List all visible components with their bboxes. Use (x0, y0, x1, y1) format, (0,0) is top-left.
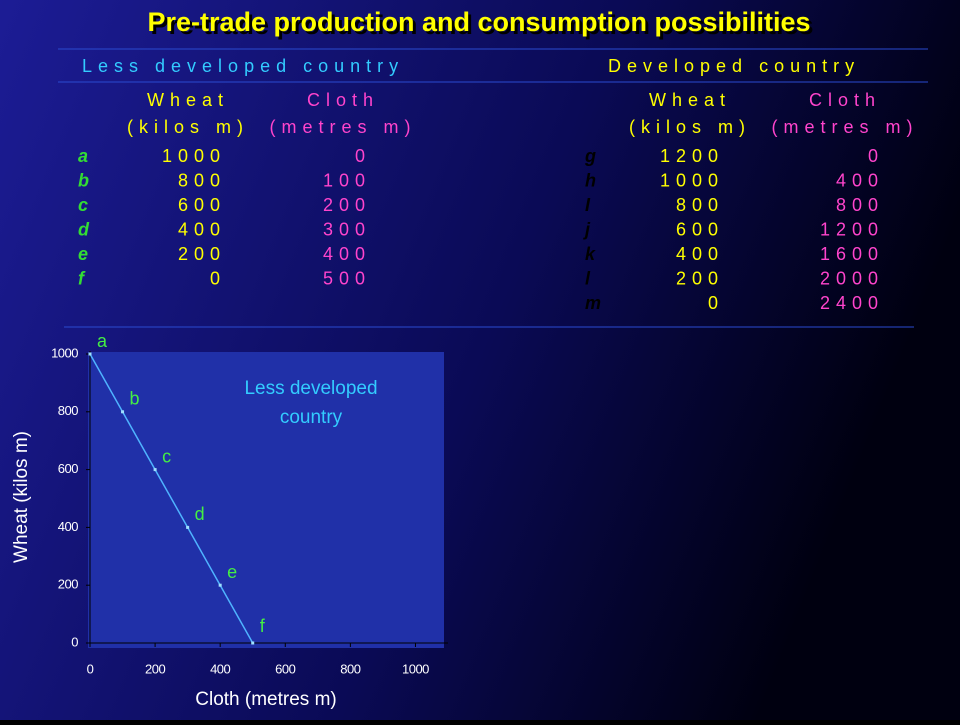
cell: 1600 (820, 244, 884, 264)
y-tick-label: 0 (71, 634, 78, 649)
point-label: c (162, 446, 171, 466)
cell: 0 (868, 146, 884, 166)
annotation: Less developed (244, 378, 377, 399)
cell: 300 (323, 219, 371, 239)
cell: 1200 (660, 146, 724, 166)
column-header: (kilos m) (629, 117, 751, 137)
point (121, 410, 125, 414)
plot-area (88, 352, 444, 648)
cell: 200 (178, 244, 226, 264)
y-tick-label: 800 (58, 403, 78, 418)
title-shadow: Pre-trade production and consumption pos… (150, 10, 813, 40)
cell: 800 (178, 170, 226, 190)
cell: 1200 (820, 219, 884, 239)
column-header: Wheat (649, 90, 731, 110)
cell: 1000 (660, 170, 724, 190)
point-label: a (97, 331, 108, 351)
point-label: e (227, 562, 237, 582)
cell: 800 (836, 195, 884, 215)
row-label: f (78, 268, 90, 288)
row-label: e (78, 244, 94, 264)
point (153, 468, 157, 472)
cell: 400 (836, 170, 884, 190)
point (218, 583, 222, 587)
cell: 1000 (162, 146, 226, 166)
table-title: Developed country (608, 56, 860, 76)
point-label: b (130, 389, 140, 409)
x-tick-label: 400 (210, 661, 230, 676)
cell: 2000 (820, 268, 884, 288)
point (186, 525, 190, 529)
y-tick-label: 200 (58, 577, 78, 592)
row-label: k (585, 244, 601, 264)
cell: 200 (676, 268, 724, 288)
title: Pre-trade production and consumption pos… (147, 7, 810, 37)
point-label: d (195, 504, 205, 524)
cell: 2400 (820, 293, 884, 313)
row-label: b (78, 170, 95, 190)
column-header: Wheat (147, 90, 229, 110)
x-tick-label: 1000 (402, 661, 429, 676)
row-label: I (585, 195, 596, 215)
x-tick-label: 200 (145, 661, 165, 676)
line (89, 353, 254, 644)
point (251, 641, 255, 645)
x-tick-label: 800 (340, 661, 360, 676)
y-tick-label: 400 (58, 519, 78, 534)
row-label: l (585, 268, 596, 288)
row-label: c (78, 195, 94, 215)
row-label: g (584, 146, 602, 166)
column-header: Cloth (809, 90, 881, 110)
column-header: (kilos m) (127, 117, 249, 137)
cell: 0 (210, 268, 226, 288)
cell: 400 (676, 244, 724, 264)
cell: 400 (323, 244, 371, 264)
column-header: (metres m) (270, 117, 417, 137)
x-axis-label: Cloth (metres m) (195, 689, 336, 710)
point-label: f (260, 616, 266, 636)
cell: 0 (708, 293, 724, 313)
row-label: a (78, 146, 94, 166)
row-label: h (585, 170, 602, 190)
y-axis-label: Wheat (kilos m) (11, 431, 32, 563)
row-label: m (585, 293, 607, 313)
x-tick-label: 0 (87, 661, 94, 676)
cell: 400 (178, 219, 226, 239)
cell: 600 (676, 219, 724, 239)
x-tick-label: 600 (275, 661, 295, 676)
row-label: d (78, 219, 95, 239)
column-header: (metres m) (772, 117, 919, 137)
column-header: Cloth (307, 90, 379, 110)
cell: 0 (355, 146, 371, 166)
y-tick-label: 600 (58, 461, 78, 476)
cell: 800 (676, 195, 724, 215)
row-label: j (583, 219, 596, 239)
y-tick-label: 1000 (51, 345, 78, 360)
table-title: Less developed country (82, 56, 404, 76)
cell: 100 (323, 170, 371, 190)
cell: 500 (323, 268, 371, 288)
point (88, 352, 92, 356)
annotation: country (280, 407, 343, 428)
cell: 600 (178, 195, 226, 215)
cell: 200 (323, 195, 371, 215)
